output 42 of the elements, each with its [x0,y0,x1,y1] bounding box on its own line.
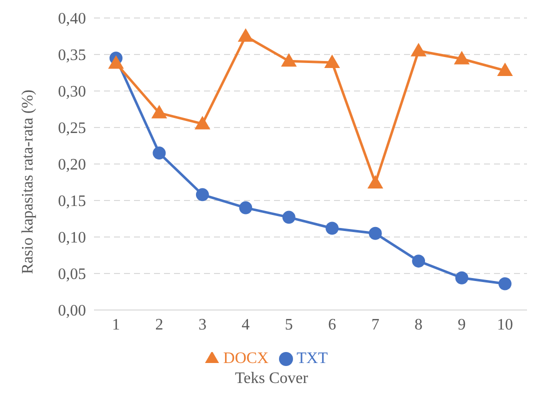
point [498,277,512,290]
x-tick-label: 10 [497,316,513,334]
x-axis-title: Teks Cover [234,370,310,388]
point [239,201,252,214]
legend-label: DOCX [223,350,269,367]
x-tick-label: 5 [284,316,293,334]
point [194,116,210,130]
y-tick-label: 0,00 [58,302,86,320]
x-tick-label: 9 [458,316,466,334]
y-axis-title: Rasio kapasitas rata-rata (%) [20,90,37,274]
y-tick-label: 0,25 [58,120,86,138]
x-tick-label: 8 [414,316,423,334]
x-tick-label: 7 [371,316,380,334]
x-tick-label: 4 [242,316,250,334]
x-tick-label: 6 [328,316,336,334]
point [196,188,209,202]
point [282,210,296,224]
y-tick-label: 0,40 [58,10,86,28]
point [152,146,166,160]
y-tick-label: 0,05 [58,266,86,284]
point [368,175,383,188]
y-tick-label: 0,35 [58,47,86,64]
x-tick-label: 1 [112,316,120,334]
point [454,51,470,64]
point [455,271,468,284]
point [238,28,254,42]
point [108,56,124,69]
legend-label: TXT [296,350,328,367]
y-tick-label: 0,10 [58,230,86,247]
point [326,222,339,235]
y-tick-label: 0,15 [58,193,86,210]
point [498,63,512,76]
x-tick-label: 2 [155,316,164,334]
point [324,55,340,68]
y-tick-label: 0,30 [58,84,86,101]
point [152,105,167,118]
point [281,54,296,67]
x-tick-label: 3 [198,316,206,334]
point [368,226,382,240]
point [411,43,426,56]
y-tick-label: 0,20 [58,156,86,174]
point [412,254,426,268]
